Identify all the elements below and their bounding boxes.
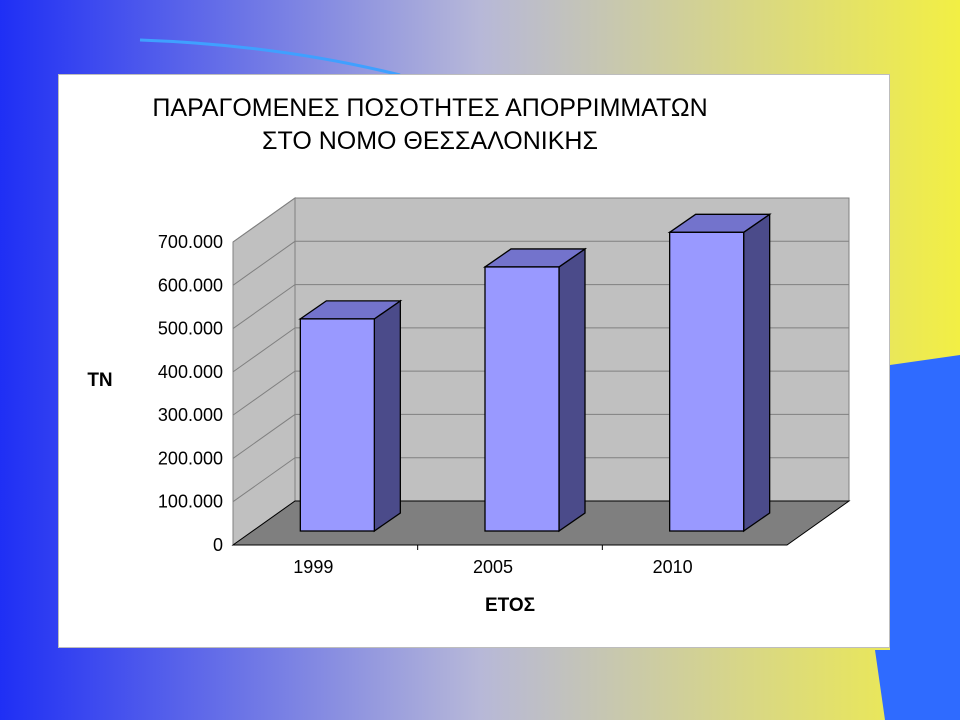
bar-side bbox=[743, 213, 771, 533]
x-tick-label: 1999 bbox=[293, 557, 333, 577]
gridline bbox=[232, 413, 849, 459]
bar-front bbox=[484, 266, 560, 532]
x-tick-label: 2005 bbox=[473, 557, 513, 577]
gridline bbox=[232, 284, 849, 329]
gridline bbox=[232, 457, 849, 503]
x-axis-ticks: 1999 2005 2010 bbox=[233, 544, 787, 577]
side-wall bbox=[232, 197, 296, 546]
y-tick-label: 500.000 bbox=[158, 319, 223, 339]
bars bbox=[298, 213, 772, 533]
bar-2010 bbox=[667, 213, 772, 533]
bar-front bbox=[299, 318, 375, 532]
gridline bbox=[232, 327, 849, 373]
y-tick-label: 400.000 bbox=[158, 362, 223, 382]
x-tick-label: 2010 bbox=[653, 557, 693, 577]
y-axis-ticks: 0 100.000 200.000 300.000 400.000 500.000 600.… bbox=[158, 232, 223, 555]
y-tick-label: 0 bbox=[213, 535, 223, 555]
bar-2005 bbox=[482, 247, 588, 533]
bar-front bbox=[669, 231, 745, 532]
chart-title-line-1: ΠΑΡΑΓΟΜΕΝΕΣ ΠΟΣΟΤΗΤΕΣ ΑΠΟΡΡΙΜΜΑΤΩΝ bbox=[152, 94, 708, 122]
bar-side bbox=[558, 247, 586, 533]
gridline bbox=[232, 370, 849, 416]
chart-title: ΠΑΡΑΓΟΜΕΝΕΣ ΠΟΣΟΤΗΤΕΣ ΑΠΟΡΡΙΜΜΑΤΩΝ ΣΤΟ Ν… bbox=[100, 92, 760, 158]
y-tick-label: 600.000 bbox=[158, 275, 223, 295]
y-tick-label: 700.000 bbox=[158, 232, 223, 252]
y-tick-label: 100.000 bbox=[158, 492, 223, 512]
y-tick-label: 200.000 bbox=[158, 448, 223, 468]
gridlines bbox=[232, 197, 849, 503]
gridline bbox=[232, 197, 849, 243]
y-tick-label: 300.000 bbox=[158, 405, 223, 425]
chart-title-line-2: ΣΤΟ ΝΟΜΟ ΘΕΣΣΑΛΟΝΙΚΗΣ bbox=[262, 127, 598, 155]
gridline bbox=[232, 240, 849, 286]
y-axis-title: ΤΝ bbox=[87, 370, 112, 391]
slide-background-accent bbox=[875, 355, 960, 720]
x-axis-title: ΕΤΟΣ bbox=[485, 595, 535, 616]
bar-1999 bbox=[298, 299, 403, 533]
bar-side bbox=[373, 299, 401, 533]
slide-background-swoosh bbox=[139, 38, 401, 77]
